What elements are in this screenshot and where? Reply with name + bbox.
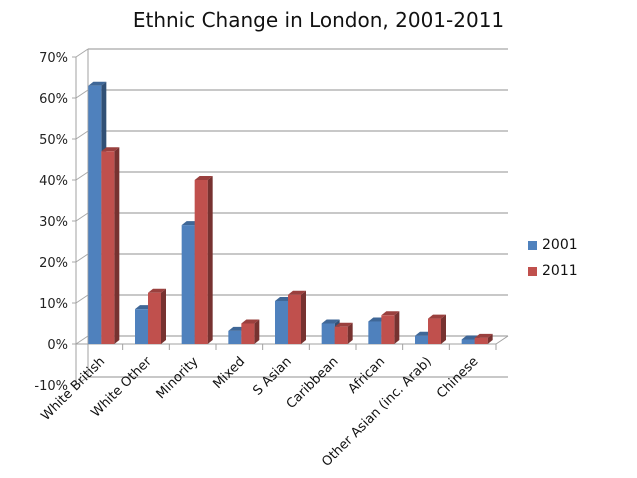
bar-2001 bbox=[461, 339, 475, 344]
bar-2011 bbox=[334, 326, 348, 344]
bar-side bbox=[394, 311, 400, 344]
bar-2001 bbox=[275, 300, 288, 344]
bar-2011 bbox=[194, 180, 208, 344]
bar-side bbox=[301, 290, 306, 344]
bar-top bbox=[288, 290, 306, 295]
bar-2011 bbox=[101, 151, 115, 344]
bar-2001 bbox=[415, 335, 428, 344]
legend-label-2001: 2001 bbox=[542, 237, 578, 253]
bar-side bbox=[441, 314, 446, 344]
bar-2001 bbox=[88, 85, 102, 344]
bar-2001 bbox=[228, 330, 242, 344]
bar-2011 bbox=[148, 292, 161, 344]
bar-top bbox=[474, 333, 493, 338]
bar-top bbox=[241, 319, 260, 324]
y-tick-label: 60% bbox=[39, 92, 68, 107]
chart-title: Ethnic Change in London, 2001-2011 bbox=[132, 8, 505, 32]
bar-top bbox=[194, 176, 213, 180]
bar-side bbox=[161, 288, 166, 344]
bar-side bbox=[114, 147, 120, 344]
y-tick-label: 0% bbox=[47, 338, 68, 353]
bar-side bbox=[207, 176, 213, 344]
bar-2001 bbox=[368, 321, 382, 344]
bar-2011 bbox=[428, 318, 441, 344]
bar-top bbox=[101, 147, 120, 152]
bar-top bbox=[88, 81, 107, 86]
bar-2011 bbox=[288, 294, 301, 344]
bar-side bbox=[347, 322, 353, 344]
y-tick-label: -10% bbox=[34, 379, 68, 394]
bar-top bbox=[321, 319, 340, 324]
bar-top bbox=[148, 288, 166, 293]
y-tick-label: 70% bbox=[39, 51, 68, 66]
y-tick-label: 40% bbox=[39, 174, 68, 189]
bar-2011 bbox=[241, 323, 255, 344]
bar-top bbox=[334, 322, 353, 327]
x-category-label: African bbox=[346, 354, 389, 397]
bar-side bbox=[487, 333, 493, 344]
bar-top bbox=[428, 314, 446, 319]
bar-2001 bbox=[181, 225, 195, 344]
y-tick-label: 50% bbox=[39, 133, 68, 148]
chart-legend: 2001 2011 bbox=[528, 232, 578, 284]
legend-swatch-2011 bbox=[528, 266, 537, 276]
x-category-label: Mixed bbox=[210, 354, 248, 392]
bar-top bbox=[381, 311, 400, 316]
bar-2001 bbox=[135, 309, 148, 344]
x-category-label: Chinese bbox=[434, 354, 481, 401]
bar-2001 bbox=[321, 323, 335, 344]
bar-2011 bbox=[474, 337, 488, 344]
bar-side bbox=[254, 319, 260, 344]
legend-item-2011: 2011 bbox=[528, 258, 578, 284]
legend-label-2011: 2011 bbox=[542, 263, 578, 279]
legend-swatch-2001 bbox=[528, 240, 537, 250]
legend-item-2001: 2001 bbox=[528, 232, 578, 258]
x-category-label: Minority bbox=[154, 354, 202, 402]
y-tick-label: 10% bbox=[39, 297, 68, 312]
bar-2011 bbox=[381, 315, 395, 344]
y-tick-label: 30% bbox=[39, 215, 68, 230]
y-tick-label: 20% bbox=[39, 256, 68, 271]
